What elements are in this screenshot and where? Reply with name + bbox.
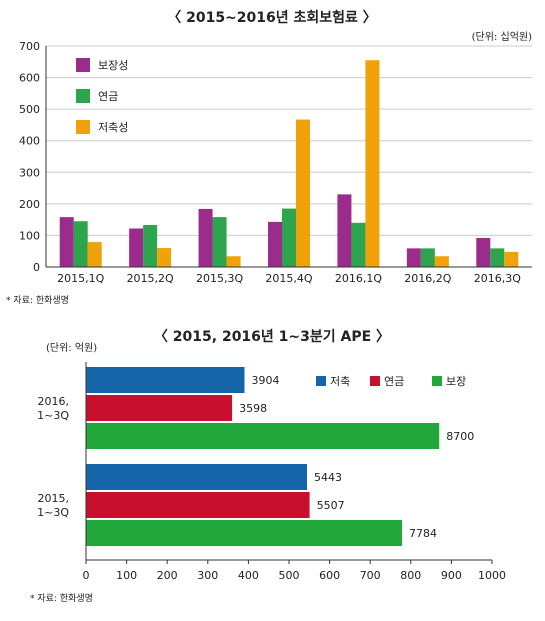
chart2-x-tick-label: 700 — [360, 569, 381, 582]
chart2-bar-저축 — [86, 367, 245, 393]
chart2-unit-label: (단위: 억원) — [46, 341, 97, 354]
chart2-category-label: 1~3Q — [37, 506, 69, 519]
chart2-x-tick-label: 300 — [197, 569, 218, 582]
chart2-title: 〈 2015, 2016년 1~3분기 APE 〉 — [154, 329, 390, 345]
chart2-x-tick-label: 1000 — [478, 569, 506, 582]
chart2-data-label: 3904 — [252, 374, 280, 387]
chart2-data-label: 7784 — [409, 527, 437, 540]
chart2-x-tick-label: 200 — [157, 569, 178, 582]
chart1-x-tick-label: 2016,2Q — [404, 272, 451, 285]
chart2-data-label: 3598 — [239, 402, 267, 415]
chart1-bar-보장성 — [198, 208, 213, 267]
chart1-bar-저축성 — [87, 242, 102, 267]
chart1-x-tick-label: 2016,1Q — [335, 272, 382, 285]
chart2-x-tick-label: 100 — [116, 569, 137, 582]
chart2-data-label: 5507 — [317, 499, 345, 512]
chart2-bars: 3904 3598 8700 5443 5507 7784 — [86, 367, 474, 546]
chart1-x-ticks: 2015,1Q 2015,2Q 2015,3Q 2015,4Q 2016,1Q 2016,… — [57, 272, 521, 285]
chart1-bar-저축성 — [226, 256, 241, 267]
chart1-legend-swatch — [76, 120, 90, 134]
chart1-grid — [46, 45, 532, 236]
chart2-bar-보장 — [86, 423, 440, 449]
chart2-bar-연금 — [86, 395, 233, 421]
chart1-x-tick-label: 2015,4Q — [265, 272, 312, 285]
chart1-y-tick-label: 100 — [19, 229, 40, 242]
chart1-bars — [59, 60, 519, 268]
chart2-bar-저축 — [86, 464, 307, 490]
chart1-x-tick-label: 2015,1Q — [57, 272, 104, 285]
chart1-bar-보장성 — [268, 221, 282, 267]
chart1-legend-label: 저축성 — [98, 121, 128, 134]
chart2-bar-보장 — [86, 520, 403, 546]
chart1-x-tick-label: 2016,3Q — [474, 272, 521, 285]
chart1-y-tick-label: 300 — [19, 166, 40, 179]
chart1-bar-연금 — [490, 248, 505, 267]
chart1-y-tick-label: 0 — [33, 261, 40, 274]
chart1-title: 〈 2015~2016년 초회보험료 〉 — [167, 9, 377, 26]
chart1-unit-label: (단위: 십억원) — [472, 30, 532, 43]
chart1-bar-연금 — [212, 217, 227, 267]
chart2: 〈 2015, 2016년 1~3분기 APE 〉 (단위: 억원) 39043… — [30, 329, 506, 604]
chart1-bar-연금 — [73, 221, 88, 267]
chart1-legend-label: 보장성 — [98, 59, 128, 72]
chart2-legend-label: 저축 — [330, 375, 350, 388]
chart2-x-tick-label: 400 — [238, 569, 259, 582]
chart2-legend-swatch — [370, 376, 380, 386]
chart2-x-tick-label: 800 — [400, 569, 421, 582]
chart1-bar-보장성 — [476, 237, 491, 267]
chart2-source: * 자료: 한화생명 — [30, 593, 93, 604]
chart1-y-ticks: 0 100 200 300 400 500 600 700 — [19, 40, 40, 274]
chart2-legend-swatch — [432, 376, 442, 386]
chart2-category-label: 2015, — [38, 492, 70, 505]
chart1-bar-연금 — [143, 225, 158, 267]
chart1-bar-저축성 — [157, 248, 172, 267]
chart1-legend-label: 연금 — [98, 90, 118, 103]
chart2-x-tick-label: 0 — [83, 569, 90, 582]
chart2-category-label: 2016, — [38, 395, 70, 408]
chart1-y-tick-label: 700 — [19, 40, 40, 53]
chart1-bar-저축성 — [365, 60, 380, 268]
chart1-y-tick-label: 400 — [19, 135, 40, 148]
chart2-legend-swatch — [316, 376, 326, 386]
chart1-y-tick-label: 200 — [19, 198, 40, 211]
chart2-x-tick-label: 600 — [319, 569, 340, 582]
chart2-legend: 저축 연금 보장 — [316, 375, 466, 388]
chart1-y-tick-label: 600 — [19, 72, 40, 85]
chart1-legend-swatch — [76, 89, 90, 103]
chart2-x-tick-label: 500 — [279, 569, 300, 582]
chart2-legend-label: 보장 — [446, 375, 466, 388]
chart2-x-ticks: 0 100 200 300 400 500 600 700 800 900 1000 — [83, 560, 506, 582]
chart1-bar-보장성 — [59, 217, 74, 267]
chart1-bar-저축성 — [296, 119, 310, 267]
chart1-source: * 자료: 한화생명 — [6, 295, 69, 306]
chart1-bar-보장성 — [406, 248, 421, 267]
chart1-legend-swatch — [76, 58, 90, 72]
chart1-bar-저축성 — [504, 251, 519, 267]
chart2-legend-label: 연금 — [384, 375, 404, 388]
chart1-x-tick-label: 2015,3Q — [196, 272, 243, 285]
chart1-y-tick-label: 500 — [19, 103, 40, 116]
chart2-category-label: 1~3Q — [37, 409, 69, 422]
chart2-x-tick-label: 900 — [441, 569, 462, 582]
chart1-x-tick-label: 2015,2Q — [127, 272, 174, 285]
chart2-bar-연금 — [86, 492, 310, 518]
chart1-bar-연금 — [282, 208, 296, 267]
chart1-bar-연금 — [420, 248, 435, 267]
chart1-bar-저축성 — [434, 256, 449, 267]
chart2-data-label: 5443 — [314, 471, 342, 484]
chart1-bar-보장성 — [129, 228, 144, 267]
chart1-bar-연금 — [351, 222, 366, 267]
chart2-data-label: 8700 — [446, 430, 474, 443]
chart1-bar-보장성 — [337, 194, 352, 267]
chart1: 〈 2015~2016년 초회보험료 〉 (단위: 십억원) 0 100 200 30… — [6, 9, 532, 306]
